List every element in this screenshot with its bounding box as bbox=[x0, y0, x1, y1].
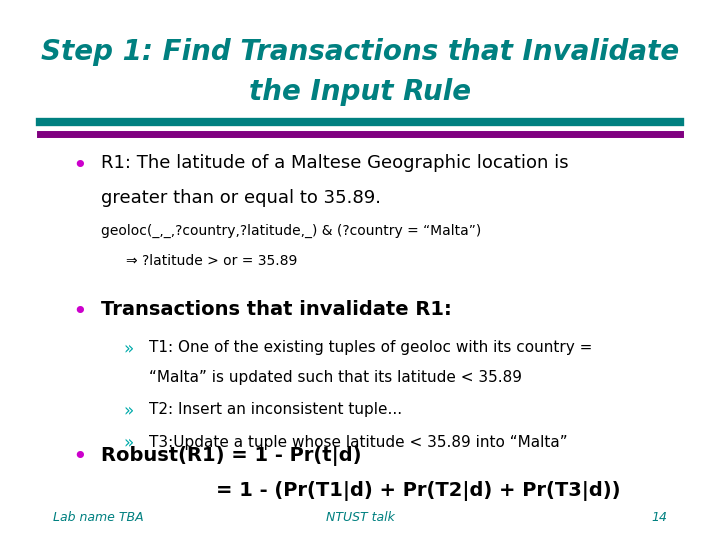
Text: ⇒ ?latitude > or = 35.89: ⇒ ?latitude > or = 35.89 bbox=[127, 254, 298, 268]
Text: “Malta” is updated such that its latitude < 35.89: “Malta” is updated such that its latitud… bbox=[149, 370, 522, 385]
Text: the Input Rule: the Input Rule bbox=[249, 78, 471, 106]
Text: geoloc(_,_,?country,?latitude,_) & (?country = “Malta”): geoloc(_,_,?country,?latitude,_) & (?cou… bbox=[101, 224, 481, 238]
Text: greater than or equal to 35.89.: greater than or equal to 35.89. bbox=[101, 189, 381, 207]
Text: Robust(R1) = 1 - Pr(t|d): Robust(R1) = 1 - Pr(t|d) bbox=[101, 446, 361, 465]
Text: T1: One of the existing tuples of geoloc with its country =: T1: One of the existing tuples of geoloc… bbox=[149, 340, 593, 355]
Text: Transactions that invalidate R1:: Transactions that invalidate R1: bbox=[101, 300, 451, 319]
Text: T2: Insert an inconsistent tuple...: T2: Insert an inconsistent tuple... bbox=[149, 402, 402, 417]
Text: •: • bbox=[72, 446, 87, 469]
Text: Step 1: Find Transactions that Invalidate: Step 1: Find Transactions that Invalidat… bbox=[41, 38, 679, 66]
Text: »: » bbox=[123, 340, 133, 358]
Text: »: » bbox=[123, 402, 133, 420]
Text: T3:Update a tuple whose latitude < 35.89 into “Malta”: T3:Update a tuple whose latitude < 35.89… bbox=[149, 435, 567, 450]
Text: R1: The latitude of a Maltese Geographic location is: R1: The latitude of a Maltese Geographic… bbox=[101, 154, 569, 172]
Text: NTUST talk: NTUST talk bbox=[325, 511, 395, 524]
Text: •: • bbox=[72, 300, 87, 323]
Text: »: » bbox=[123, 435, 133, 453]
Text: Lab name TBA: Lab name TBA bbox=[53, 511, 143, 524]
Text: •: • bbox=[72, 154, 87, 178]
Text: = 1 - (Pr(T1|d) + Pr(T2|d) + Pr(T3|d)): = 1 - (Pr(T1|d) + Pr(T2|d) + Pr(T3|d)) bbox=[216, 481, 621, 501]
Text: 14: 14 bbox=[651, 511, 667, 524]
